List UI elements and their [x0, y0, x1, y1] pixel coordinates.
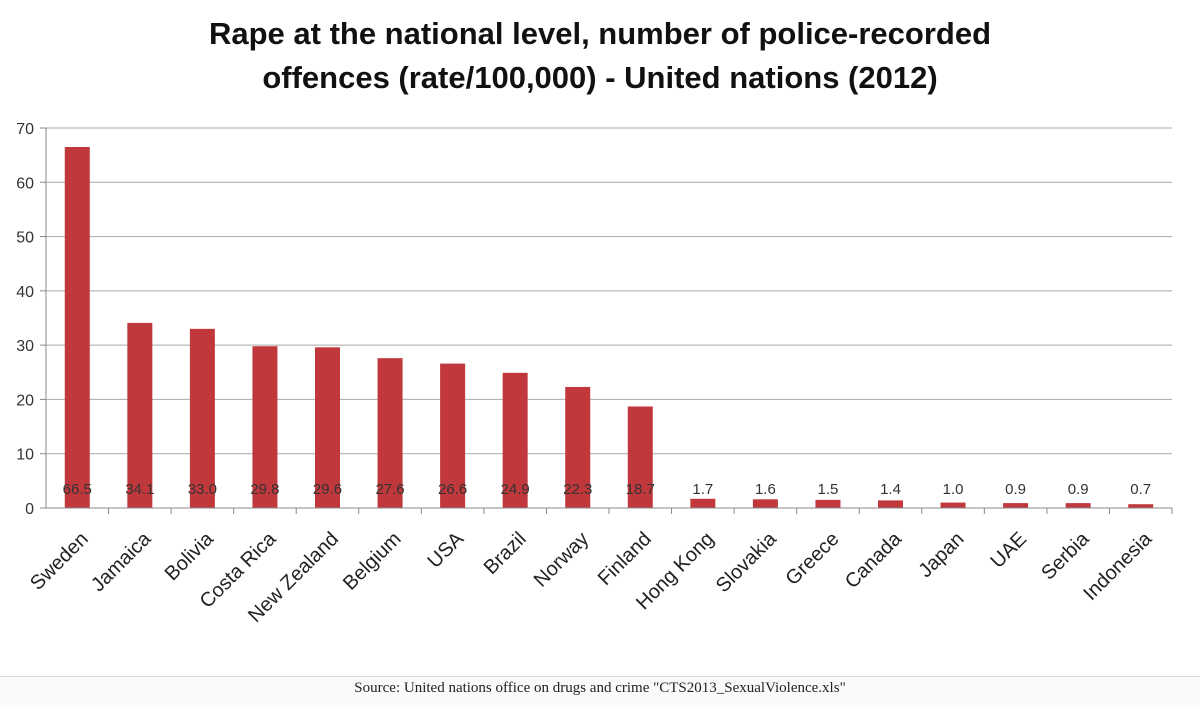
- category-label: Indonesia: [1079, 527, 1157, 605]
- bar: [815, 499, 841, 508]
- data-label: 27.6: [375, 481, 404, 498]
- bar: [1003, 503, 1029, 508]
- data-label: 0.7: [1130, 481, 1151, 498]
- bar: [315, 347, 340, 508]
- data-label: 24.9: [501, 481, 530, 498]
- bar: [1065, 503, 1091, 508]
- y-tick-label: 0: [25, 501, 34, 518]
- y-tick-label: 60: [16, 175, 34, 192]
- bar-chart: 0 10 20 30 40 50 60 70 66.5 Sweden 34.1 Jamaica 33.0…: [16, 121, 1173, 627]
- data-label: 29.8: [250, 481, 279, 498]
- bar: [940, 502, 966, 508]
- chart-title: Rape at the national level, number of po…: [0, 12, 1200, 100]
- bar: [878, 500, 903, 508]
- data-label: 66.5: [63, 481, 92, 498]
- category-label: Belgium: [339, 528, 406, 595]
- data-label: 26.6: [438, 481, 467, 498]
- y-tick-label: 50: [16, 230, 34, 247]
- data-label: 1.4: [880, 481, 901, 498]
- y-tick-label: 30: [16, 338, 34, 355]
- category-label: Slovakia: [712, 527, 782, 597]
- category-label: Brazil: [480, 528, 531, 579]
- y-tick-label: 40: [16, 284, 34, 301]
- bar: [64, 147, 90, 508]
- category-label: Greece: [782, 528, 844, 590]
- bar: [127, 322, 153, 508]
- category-label: Bolivia: [161, 527, 219, 585]
- category-label: Japan: [914, 528, 968, 582]
- bar: [565, 386, 591, 508]
- bar: [440, 363, 466, 508]
- data-label: 33.0: [188, 481, 217, 498]
- data-label: 0.9: [1068, 481, 1089, 498]
- bar: [252, 346, 278, 508]
- data-label: 1.0: [943, 481, 964, 498]
- category-label: Serbia: [1037, 527, 1094, 584]
- source-note: Source: United nations office on drugs a…: [354, 680, 846, 696]
- data-label: 1.6: [755, 481, 776, 498]
- data-label: 34.1: [125, 481, 154, 498]
- bar: [377, 358, 403, 508]
- data-label: 1.5: [818, 481, 839, 498]
- data-label: 29.6: [313, 481, 342, 498]
- category-label: Jamaica: [87, 527, 156, 596]
- bar: [189, 328, 215, 508]
- y-tick-label: 20: [16, 392, 34, 409]
- category-label: UAE: [987, 528, 1032, 573]
- category-label: Canada: [841, 527, 907, 593]
- category-label: Sweden: [26, 528, 93, 595]
- data-label: 0.9: [1005, 481, 1026, 498]
- chart-title-line-1: Rape at the national level, number of po…: [208, 16, 992, 51]
- bar: [627, 406, 653, 508]
- category-label: Norway: [530, 528, 593, 591]
- chart-title-line-2: offences (rate/100,000) - United nations…: [262, 60, 938, 95]
- y-tick-label: 10: [16, 447, 34, 464]
- category-label: Finland: [594, 528, 656, 590]
- y-tick-label: 70: [16, 121, 34, 138]
- bar: [1128, 504, 1154, 508]
- bar: [752, 499, 778, 508]
- data-label: 18.7: [626, 481, 655, 498]
- bar: [502, 372, 528, 508]
- data-label: 22.3: [563, 481, 592, 498]
- category-label: USA: [424, 528, 469, 573]
- source-bar: [0, 676, 1200, 707]
- bar: [690, 498, 716, 508]
- data-label: 1.7: [692, 481, 713, 498]
